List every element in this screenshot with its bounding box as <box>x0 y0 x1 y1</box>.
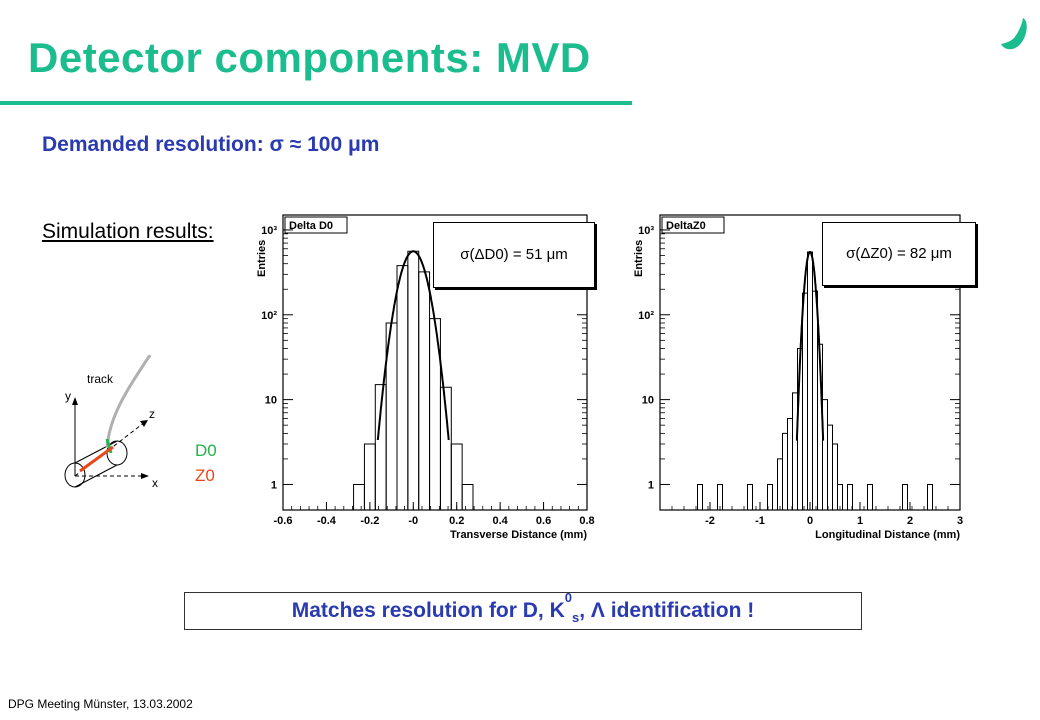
chart-1-xtick-label: 0.4 <box>492 515 508 527</box>
sigma-d0-box: σ(ΔD0) = 51 μm <box>433 222 595 288</box>
axis-x-label: x <box>152 476 158 490</box>
chart-2-ytick-label: 1 <box>648 479 654 491</box>
legend-z0: Z0 <box>195 466 215 485</box>
checkmark-logo-icon <box>1001 18 1027 50</box>
chart-2-gaussian-fit <box>795 251 825 441</box>
chart-2-xtick-label: 3 <box>957 515 963 527</box>
chart-1-title-box <box>284 216 348 234</box>
chart-2-xlabel: Longitudinal Distance (mm) <box>815 529 960 541</box>
footer-text: DPG Meeting Münster, 13.03.2002 <box>8 697 193 711</box>
simulation-results-label: Simulation results: <box>42 220 214 243</box>
chart-2-bin <box>812 290 818 510</box>
chart-1-xtick-label: -0.4 <box>317 515 337 527</box>
chart-1-ylabel: Entries <box>256 240 268 277</box>
chart-2-bin <box>792 392 798 510</box>
chart-1-ytick-label: 10³ <box>261 225 277 237</box>
chart-2-bin <box>802 292 808 510</box>
chart-2-bin <box>832 443 838 510</box>
chart-1-ytick-label: 10² <box>261 310 277 322</box>
chart-1-bin <box>461 483 474 510</box>
chart-1-xtick-label: 0.2 <box>449 515 464 527</box>
sigma-z0-box: σ(ΔZ0) = 82 μm <box>822 222 976 286</box>
chart-2-bin <box>837 483 843 510</box>
chart-1-xtick-label: -0 <box>408 515 418 527</box>
chart-2-xtick-label: -1 <box>755 515 765 527</box>
title-underline-rule <box>0 101 632 105</box>
chart-1-xtick-label: -0.2 <box>360 515 379 527</box>
chart-2-bin <box>827 424 833 510</box>
chart-1-bin <box>418 271 431 510</box>
conclusion-prefix: Matches resolution for D, K <box>291 599 565 622</box>
chart-1-gaussian-fit <box>376 250 450 441</box>
slide-title: Detector components: MVD <box>28 34 591 81</box>
chart-2-ytick-label: 10³ <box>638 225 654 237</box>
chart-2-bin <box>807 251 813 510</box>
chart-2-xtick-label: 0 <box>807 515 813 527</box>
chart-2-bin <box>767 483 773 510</box>
chart-2-title-box <box>661 216 725 234</box>
chart-2-bin <box>927 483 933 510</box>
chart-1-ytick-label: 10 <box>265 395 277 407</box>
chart-2-bin <box>902 483 908 510</box>
conclusion-suffix: , Λ identification ! <box>579 599 755 622</box>
conclusion-subscript: s <box>572 610 580 625</box>
chart-2-ytick-label: 10 <box>642 395 654 407</box>
chart-1-bin <box>407 250 420 510</box>
chart-2-bin <box>777 458 783 510</box>
demanded-resolution-text: Demanded resolution: σ ≈ 100 μm <box>42 133 380 156</box>
chart-1-bin <box>450 443 463 510</box>
coordinate-diagram: y z x track <box>64 355 158 490</box>
chart-2-xtick-label: 1 <box>857 515 863 527</box>
chart-1-ytick-label: 1 <box>271 479 277 491</box>
chart-2-bin <box>867 483 873 510</box>
track-label: track <box>87 372 114 386</box>
chart-2-title: DeltaZ0 <box>666 220 706 232</box>
chart-2-ytick-label: 10² <box>638 310 654 322</box>
chart-2-bin <box>782 432 788 510</box>
chart-1-frame <box>282 214 588 511</box>
chart-2-bin <box>822 399 828 510</box>
chart-2-ylabel: Entries <box>633 240 645 277</box>
chart-2-xtick-label: 2 <box>907 515 913 527</box>
chart-2-bin <box>847 483 853 510</box>
chart-2-xtick-label: -2 <box>705 515 715 527</box>
chart-2-bin <box>787 417 793 510</box>
track-curve <box>105 355 152 448</box>
legend-d0: D0 <box>195 441 217 460</box>
chart-1-bin <box>396 265 409 510</box>
chart-1-xtick-label: -0.6 <box>274 515 293 527</box>
chart-1-xtick-label: 0.8 <box>579 515 594 527</box>
chart-1-xlabel: Transverse Distance (mm) <box>450 529 587 541</box>
z0-segment <box>79 445 114 473</box>
conclusion-box: Matches resolution for D, K0s, Λ identif… <box>184 590 862 630</box>
conclusion-superscript: 0 <box>564 590 572 605</box>
chart-2-bin <box>717 483 723 510</box>
chart-1-bin <box>363 443 376 510</box>
axis-z-label: z <box>149 407 155 421</box>
chart-1-title: Delta D0 <box>289 220 333 232</box>
chart-1-bin <box>353 483 365 510</box>
chart-1-xtick-label: 0.6 <box>536 515 551 527</box>
axis-y-label: y <box>65 389 71 403</box>
chart-2-bin <box>747 483 753 510</box>
chart-2-bin <box>697 483 703 510</box>
